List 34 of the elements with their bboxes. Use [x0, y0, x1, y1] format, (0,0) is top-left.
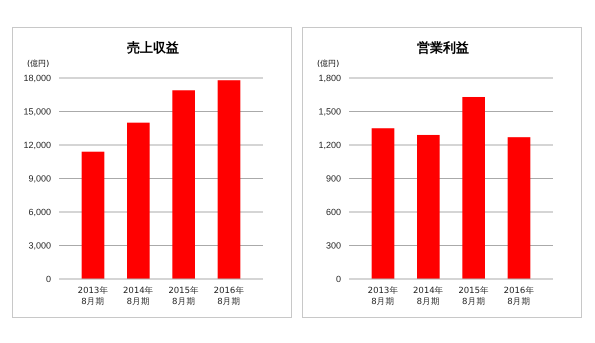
chart-title: 営業利益: [417, 40, 469, 56]
bar: [372, 128, 394, 279]
y-tick-label: 12,000: [23, 140, 51, 150]
x-tick-label: 2014年 8月期: [413, 285, 444, 307]
x-tick-label: 2014年 8月期: [123, 285, 154, 307]
bar: [218, 80, 240, 279]
y-tick-label: 3,000: [28, 240, 51, 250]
x-tick-label: 2016年 8月期: [504, 285, 534, 307]
y-tick-label: 1,200: [318, 140, 341, 150]
bar: [82, 152, 104, 279]
x-tick-label: 2015年 8月期: [458, 285, 489, 307]
bar: [172, 90, 195, 279]
y-tick-label: 900: [326, 173, 341, 184]
y-tick-label: 0: [46, 274, 51, 284]
y-tick-label: 9,000: [28, 173, 51, 184]
x-tick-label: 2016年 8月期: [214, 285, 244, 307]
x-tick-label: 2013年 8月期: [368, 285, 398, 307]
y-tick-label: 1,500: [318, 106, 341, 116]
bar: [417, 134, 440, 279]
y-tick-label: 15,000: [23, 106, 51, 116]
y-axis-title: (億円): [317, 59, 340, 68]
y-axis-title: (億円): [27, 59, 50, 68]
bar: [127, 122, 150, 279]
bar: [462, 96, 485, 279]
chart-title: 売上収益: [127, 41, 179, 56]
y-tick-label: 1,800: [318, 72, 341, 83]
y-tick-label: 18,000: [23, 72, 51, 83]
x-tick-label: 2013年 8月期: [78, 285, 108, 307]
y-tick-label: 600: [326, 206, 341, 217]
bar: [508, 137, 530, 279]
y-tick-label: 0: [336, 274, 341, 284]
y-tick-label: 300: [326, 240, 341, 250]
y-tick-label: 6,000: [28, 206, 51, 217]
x-tick-label: 2015年 8月期: [168, 285, 199, 307]
